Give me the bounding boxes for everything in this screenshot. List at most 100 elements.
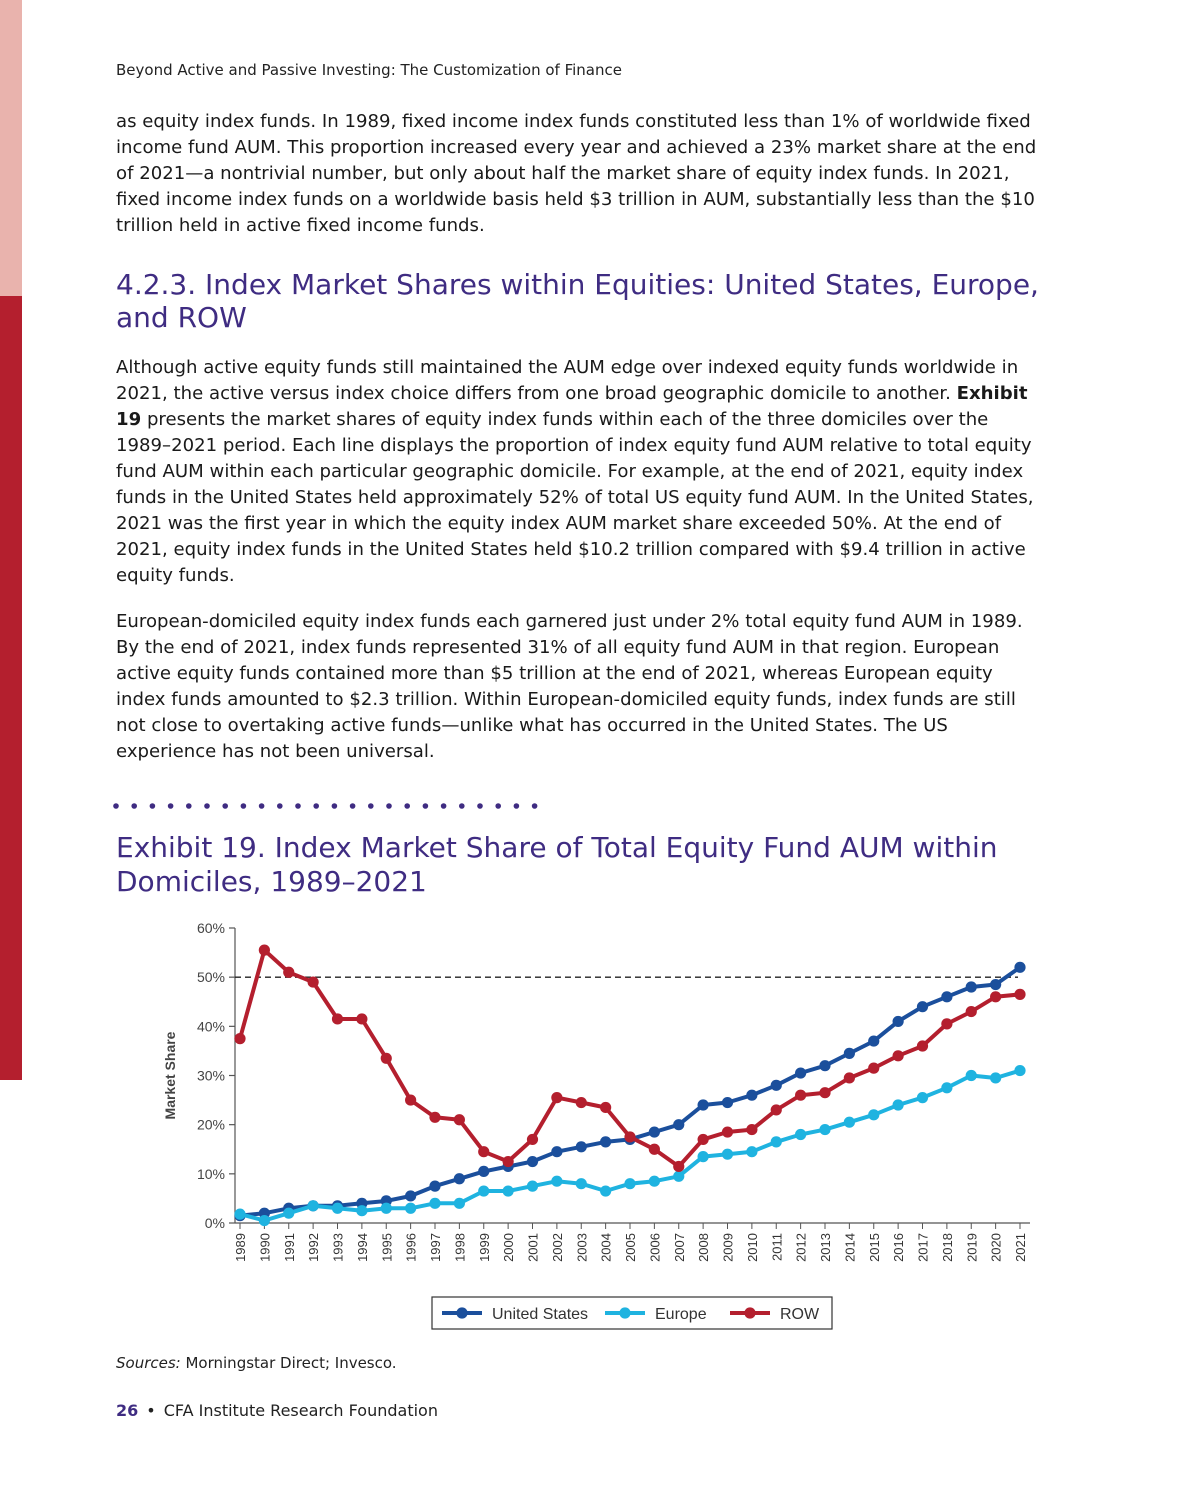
x-tick-label: 1994	[355, 1233, 370, 1262]
data-point-europe	[770, 1136, 782, 1148]
data-point-united-states	[453, 1173, 465, 1185]
chart-legend: United States Europe ROW	[431, 1296, 833, 1330]
side-accent-light	[0, 0, 22, 296]
data-point-europe	[843, 1116, 855, 1128]
data-point-united-states	[429, 1180, 441, 1192]
data-point-europe	[380, 1202, 392, 1214]
data-point-united-states	[892, 1015, 904, 1028]
divider-dot	[368, 803, 374, 809]
data-point-united-states	[916, 1001, 929, 1013]
data-point-europe	[453, 1197, 465, 1209]
data-point-europe	[258, 1214, 270, 1227]
x-tick-label: 2005	[623, 1233, 638, 1262]
footer-bullet: •	[146, 1401, 156, 1420]
divider-dot	[349, 803, 356, 809]
data-point-united-states	[478, 1165, 490, 1177]
sources-note: Sources: Morningstar Direct; Invesco.	[116, 1354, 397, 1372]
data-point-united-states	[1014, 961, 1026, 973]
data-point-row	[892, 1050, 904, 1062]
divider-dot	[404, 803, 411, 809]
data-point-europe	[648, 1175, 660, 1187]
x-tick-label: 2003	[574, 1233, 589, 1262]
page-footer: 26 • CFA Institute Research Foundation	[116, 1401, 438, 1420]
x-tick-label: 2006	[647, 1233, 662, 1262]
data-point-europe	[965, 1069, 977, 1082]
x-tick-label: 1995	[379, 1233, 394, 1262]
sources-text: Morningstar Direct; Invesco.	[180, 1354, 397, 1372]
data-point-europe	[819, 1123, 831, 1136]
paragraph-text-before: Although active equity funds still maint…	[116, 357, 1019, 404]
divider-dot	[240, 803, 247, 809]
paragraph-text-after: presents the market shares of equity ind…	[116, 409, 1034, 586]
legend-marker-united-states	[456, 1307, 468, 1319]
data-point-europe	[673, 1170, 685, 1182]
x-tick-label: 1996	[404, 1233, 419, 1262]
data-point-row	[673, 1160, 685, 1173]
data-point-united-states	[795, 1067, 807, 1079]
intro-paragraph: as equity index funds. In 1989, fixed in…	[116, 111, 1037, 236]
section-heading: 4.2.3. Index Market Shares within Equiti…	[116, 268, 1039, 334]
legend-marker-europe	[619, 1307, 631, 1319]
data-point-europe	[234, 1208, 246, 1220]
data-point-united-states	[868, 1035, 880, 1047]
data-point-row	[405, 1094, 417, 1106]
data-point-united-states	[746, 1089, 758, 1101]
data-point-row	[429, 1111, 441, 1123]
data-point-row	[990, 991, 1002, 1003]
data-point-united-states	[600, 1136, 612, 1148]
y-tick-label: 30%	[197, 1068, 225, 1084]
data-point-united-states	[405, 1190, 417, 1202]
data-point-united-states	[819, 1060, 831, 1072]
y-tick-label: 50%	[197, 969, 225, 985]
divider-dot	[149, 803, 156, 809]
divider-dot	[258, 803, 265, 809]
data-point-row	[916, 1040, 929, 1052]
data-point-europe	[868, 1109, 880, 1121]
data-point-europe	[526, 1180, 539, 1192]
y-tick-label: 20%	[197, 1117, 225, 1133]
sources-label: Sources:	[116, 1354, 181, 1372]
x-tick-label: 2019	[964, 1233, 979, 1262]
data-point-row	[453, 1114, 465, 1126]
body-paragraph-europe: European-domiciled equity index funds ea…	[116, 611, 1023, 762]
data-point-row	[526, 1133, 539, 1146]
divider-dot	[531, 803, 538, 809]
data-point-row	[478, 1146, 490, 1158]
x-tick-label: 2016	[891, 1233, 906, 1262]
data-point-united-states	[526, 1155, 539, 1168]
x-tick-label: 1998	[452, 1233, 467, 1262]
divider-dot	[331, 803, 338, 809]
data-point-united-states	[941, 991, 953, 1003]
data-point-europe	[429, 1197, 441, 1209]
data-point-row	[356, 1013, 368, 1025]
data-point-europe	[1014, 1064, 1026, 1077]
data-point-europe	[502, 1185, 514, 1197]
data-point-row	[380, 1052, 392, 1064]
x-tick-label: 1989	[233, 1233, 248, 1262]
data-point-united-states	[673, 1119, 685, 1131]
data-point-europe	[283, 1207, 295, 1219]
data-point-row	[697, 1133, 709, 1146]
data-point-row	[868, 1062, 880, 1074]
x-tick-label: 1991	[282, 1233, 297, 1262]
exhibit-19-line-chart: 0% 10% 20% 30% 40% 50% 60% 1989 1990 1991 1992 1993…	[162, 920, 1030, 1330]
divider-dot	[222, 803, 228, 809]
x-tick-label: 2020	[989, 1233, 1004, 1262]
data-point-united-states	[965, 981, 977, 993]
data-point-europe	[892, 1099, 904, 1111]
x-tick-label: 1999	[477, 1233, 492, 1262]
x-tick-label: 1992	[306, 1233, 321, 1262]
divider-dot	[295, 803, 301, 809]
x-tick-label: 2001	[526, 1233, 541, 1262]
divider-dot	[495, 803, 502, 809]
data-point-row	[551, 1092, 563, 1104]
data-point-europe	[746, 1146, 758, 1158]
data-point-united-states	[648, 1126, 660, 1138]
divider-dot	[422, 803, 429, 809]
data-point-europe	[990, 1072, 1002, 1084]
data-point-united-states	[721, 1096, 734, 1109]
data-point-europe	[916, 1092, 929, 1104]
side-accent-dark	[0, 296, 22, 1080]
data-point-united-states	[990, 978, 1002, 991]
data-point-united-states	[551, 1146, 563, 1158]
